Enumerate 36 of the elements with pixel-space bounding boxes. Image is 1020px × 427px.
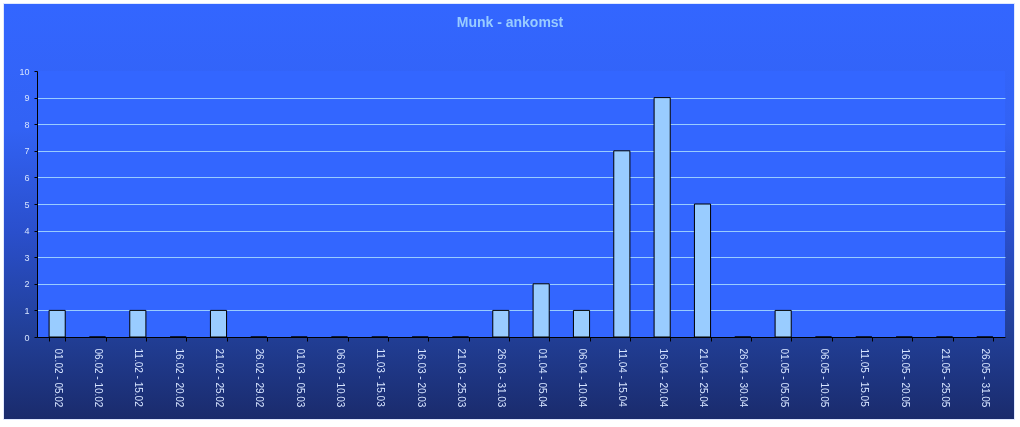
x-tick-label: 01.04 - 05.04 xyxy=(536,348,548,408)
x-tick-label: 11.05 - 15.05 xyxy=(859,348,871,408)
x-tick-label: 06.04 - 10.04 xyxy=(577,348,588,408)
x-tick-label: 26.02 - 29.02 xyxy=(254,348,266,408)
x-tick-label: 21.05 - 25.05 xyxy=(940,348,951,408)
x-tick-label: 06.02 - 10.02 xyxy=(93,348,104,408)
y-tick-label: 2 xyxy=(24,279,30,290)
y-tick-label: 8 xyxy=(24,119,30,130)
x-tick-label: 21.04 - 25.04 xyxy=(698,348,709,408)
x-tick-label: 06.05 - 10.05 xyxy=(819,348,830,408)
x-tick-label: 21.02 - 25.02 xyxy=(214,348,225,408)
y-tick-label: 0 xyxy=(24,332,30,343)
y-tick-label: 7 xyxy=(24,146,30,157)
x-tick-label: 16.03 - 20.03 xyxy=(415,348,427,408)
x-tick-label: 26.04 - 30.04 xyxy=(738,348,750,408)
y-tick-label: 4 xyxy=(24,226,30,237)
x-tick-label: 16.05 - 20.05 xyxy=(899,348,911,408)
x-tick-label: 06.03 - 10.03 xyxy=(335,348,346,408)
x-tick-label: 16.04 - 20.04 xyxy=(657,348,669,408)
x-tick-label: 01.02 - 05.02 xyxy=(52,348,64,408)
x-tick-label: 01.05 - 05.05 xyxy=(778,348,790,408)
y-tick-label: 6 xyxy=(24,172,30,183)
x-tick-label: 11.03 - 15.03 xyxy=(375,348,387,408)
y-tick-label: 9 xyxy=(24,93,30,104)
x-tick-label: 01.03 - 05.03 xyxy=(294,348,306,408)
x-tick-label: 11.02 - 15.02 xyxy=(133,348,145,408)
x-tick-label: 11.04 - 15.04 xyxy=(617,348,629,408)
y-tick-label: 5 xyxy=(24,199,30,210)
y-tick-label: 1 xyxy=(24,305,30,316)
y-tick-label: 10 xyxy=(19,66,30,77)
y-tick-label: 3 xyxy=(24,252,30,263)
x-tick-label: 16.02 - 20.02 xyxy=(173,348,185,408)
x-tick-label: 26.05 - 31.05 xyxy=(980,348,992,408)
x-tick-label: 21.03 - 25.03 xyxy=(456,348,467,408)
chart-title: Munk - ankomst xyxy=(456,14,564,30)
x-tick-label: 26.03 - 31.03 xyxy=(496,348,508,408)
